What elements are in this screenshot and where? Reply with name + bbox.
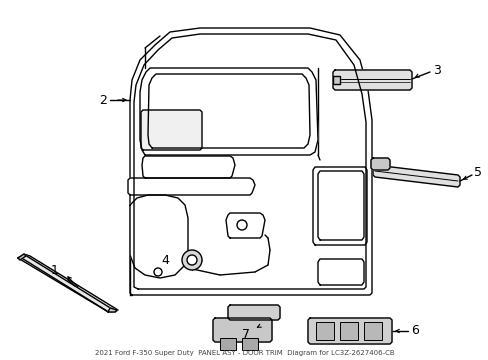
Polygon shape [307,318,391,344]
Polygon shape [108,308,117,312]
Text: 7: 7 [242,328,249,342]
Circle shape [186,255,197,265]
Polygon shape [225,213,264,238]
Circle shape [154,268,162,276]
Polygon shape [130,195,187,278]
Polygon shape [227,305,280,320]
Polygon shape [141,110,202,150]
Polygon shape [142,156,235,178]
Polygon shape [312,167,366,245]
Polygon shape [18,254,118,312]
Bar [220,338,236,350]
Text: 1: 1 [51,264,59,276]
Bar [363,322,381,340]
Polygon shape [332,70,411,90]
Polygon shape [140,68,317,155]
Text: 2: 2 [99,94,107,107]
Polygon shape [213,318,271,342]
Polygon shape [332,76,339,84]
Polygon shape [130,28,371,295]
Circle shape [182,250,202,270]
Bar [315,322,333,340]
Polygon shape [18,254,26,260]
Circle shape [237,220,246,230]
Polygon shape [372,165,459,187]
Text: 3: 3 [432,63,440,77]
Text: 2021 Ford F-350 Super Duty  PANEL ASY - DOOR TRIM  Diagram for LC3Z-2627406-CB: 2021 Ford F-350 Super Duty PANEL ASY - D… [95,350,393,356]
Polygon shape [317,259,363,285]
Text: 6: 6 [410,324,418,338]
Text: 5: 5 [473,166,481,180]
Text: 4: 4 [161,253,168,266]
Bar [242,338,258,350]
Bar [339,322,357,340]
Polygon shape [128,178,254,195]
Polygon shape [370,158,389,170]
